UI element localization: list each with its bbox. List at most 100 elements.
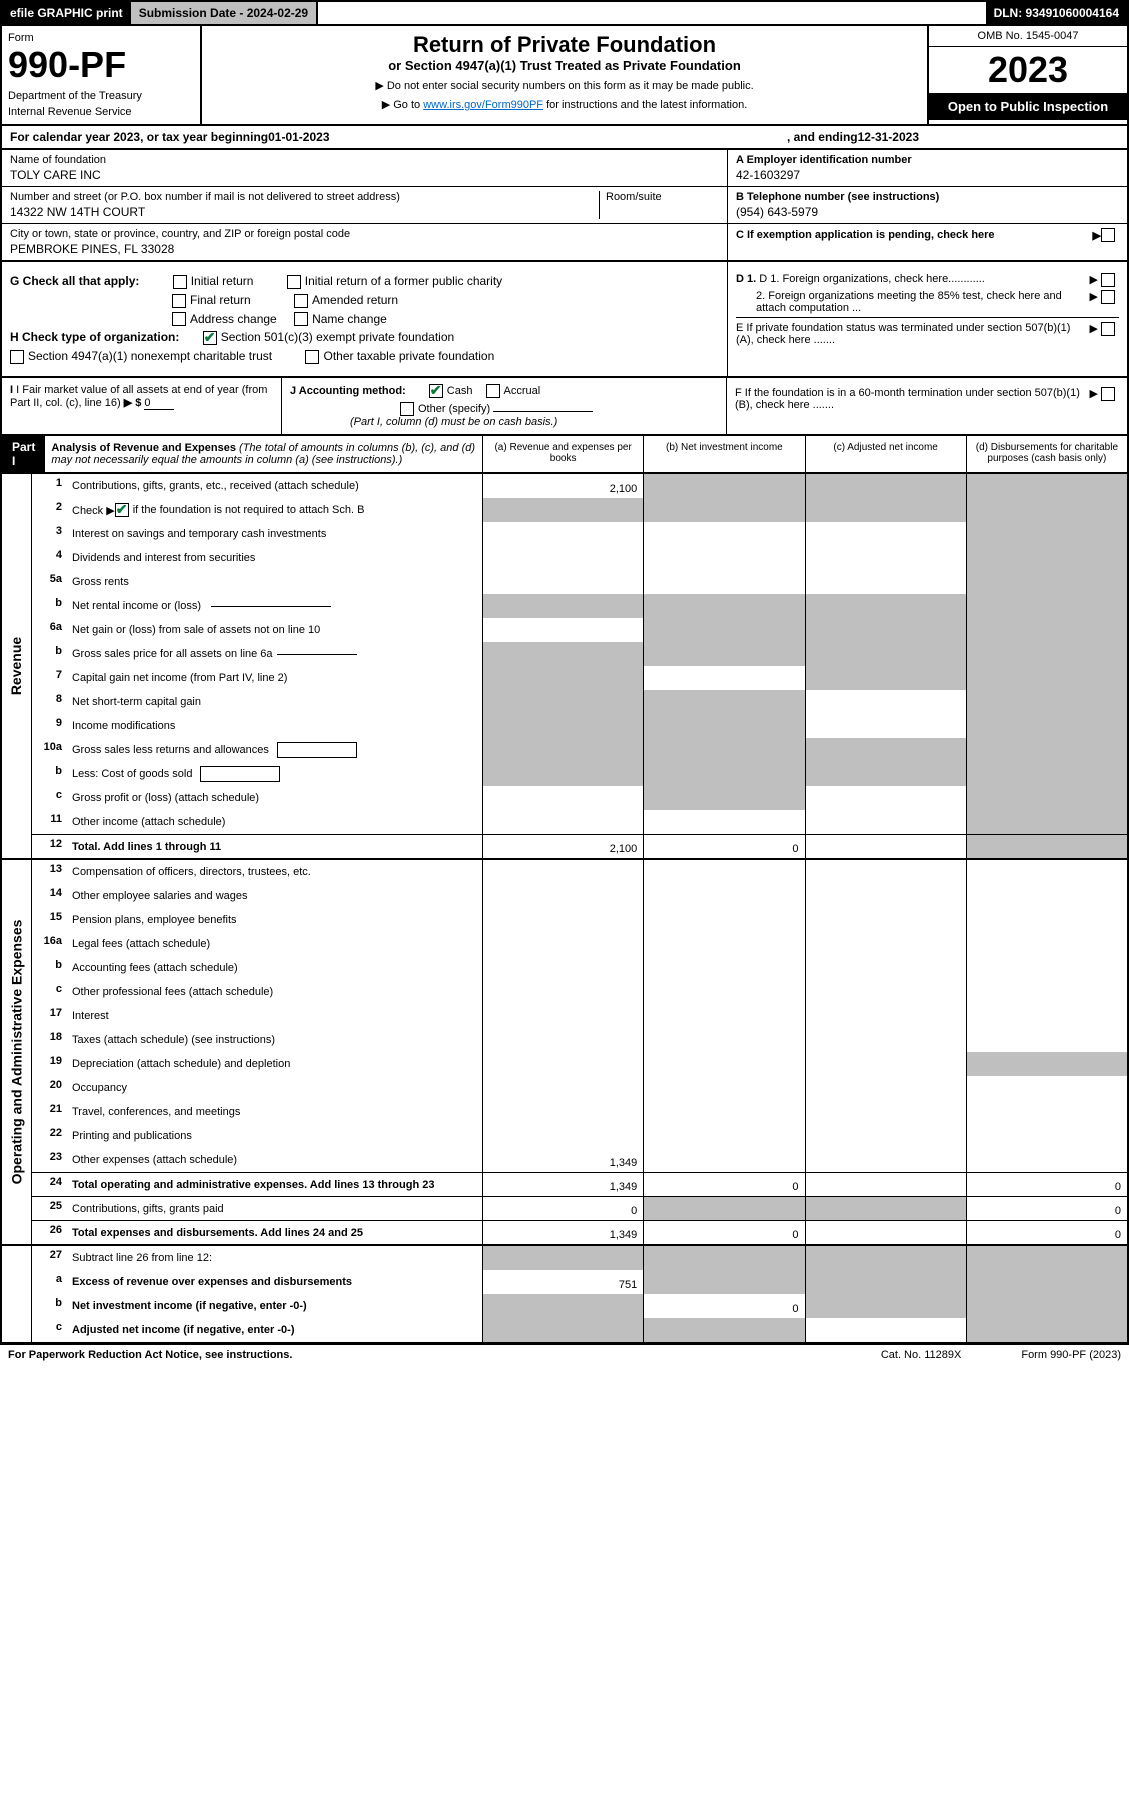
h-line2: Section 4947(a)(1) nonexempt charitable …: [10, 349, 719, 364]
page-footer: For Paperwork Reduction Act Notice, see …: [0, 1344, 1129, 1365]
row-24: 24Total operating and administrative exp…: [32, 1172, 1127, 1196]
g-final: Final return: [190, 293, 251, 307]
d2: 2. Foreign organizations meeting the 85%…: [736, 290, 1081, 314]
row-18: 18Taxes (attach schedule) (see instructi…: [32, 1028, 1127, 1052]
g-line3: Address change Name change: [172, 312, 719, 327]
e: E If private foundation status was termi…: [736, 322, 1081, 346]
sch-b-checkbox[interactable]: [115, 503, 129, 517]
part1-title: Analysis of Revenue and Expenses: [51, 442, 236, 454]
expenses-rows: 13Compensation of officers, directors, t…: [32, 860, 1127, 1244]
address-row: Number and street (or P.O. box number if…: [2, 187, 727, 224]
row-5b: bNet rental income or (loss): [32, 594, 1127, 618]
g-name-checkbox[interactable]: [294, 312, 308, 326]
form-link[interactable]: www.irs.gov/Form990PF: [423, 99, 543, 111]
d2-line: 2. Foreign organizations meeting the 85%…: [736, 290, 1119, 314]
city-row: City or town, state or province, country…: [2, 224, 727, 260]
row-20: 20Occupancy: [32, 1076, 1127, 1100]
row-5a: 5aGross rents: [32, 570, 1127, 594]
row-13: 13Compensation of officers, directors, t…: [32, 860, 1127, 884]
g-initial-checkbox[interactable]: [173, 275, 187, 289]
row-17: 17Interest: [32, 1004, 1127, 1028]
cal-year-end: 12-31-2023: [858, 130, 919, 144]
check-section: G Check all that apply: Initial return I…: [0, 262, 1129, 378]
g-initial: Initial return: [191, 274, 254, 288]
header-left: Form 990-PF Department of the Treasury I…: [2, 26, 202, 124]
e-line: E If private foundation status was termi…: [736, 317, 1119, 346]
j-label: J Accounting method:: [290, 385, 406, 397]
h-other: Other taxable private foundation: [323, 349, 494, 363]
h-4947-checkbox[interactable]: [10, 350, 24, 364]
top-bar: efile GRAPHIC print Submission Date - 20…: [0, 0, 1129, 26]
ein-label: A Employer identification number: [736, 154, 1119, 166]
row-16a: 16aLegal fees (attach schedule): [32, 932, 1127, 956]
header-right: OMB No. 1545-0047 2023 Open to Public In…: [927, 26, 1127, 124]
d1-checkbox[interactable]: [1101, 273, 1115, 287]
revenue-label: Revenue: [9, 637, 25, 695]
g-amended-checkbox[interactable]: [294, 294, 308, 308]
submission-date: Submission Date - 2024-02-29: [131, 2, 318, 24]
d1: D 1. Foreign organizations, check here..…: [759, 273, 985, 285]
j-other: Other (specify): [418, 403, 490, 415]
entity-right: A Employer identification number 42-1603…: [727, 150, 1127, 260]
address-block: Number and street (or P.O. box number if…: [10, 191, 599, 219]
j-note: (Part I, column (d) must be on cash basi…: [350, 416, 718, 428]
footer-left: For Paperwork Reduction Act Notice, see …: [8, 1349, 292, 1361]
j-cash-checkbox[interactable]: [429, 384, 443, 398]
row-22: 22Printing and publications: [32, 1124, 1127, 1148]
h-501c3: Section 501(c)(3) exempt private foundat…: [221, 330, 454, 344]
d1-line: D 1. D 1. Foreign organizations, check h…: [736, 273, 1119, 287]
city-label: City or town, state or province, country…: [10, 228, 719, 240]
g-address-checkbox[interactable]: [172, 312, 186, 326]
i-arrow: ▶ $: [124, 397, 142, 409]
d2-checkbox[interactable]: [1101, 290, 1115, 304]
address-label: Number and street (or P.O. box number if…: [10, 191, 599, 203]
part1-label-block: Part I Analysis of Revenue and Expenses …: [2, 436, 482, 472]
exemption-checkbox[interactable]: [1101, 228, 1115, 242]
row-27a: aExcess of revenue over expenses and dis…: [32, 1270, 1127, 1294]
cal-year-pre: For calendar year 2023, or tax year begi…: [10, 130, 268, 144]
g-final-checkbox[interactable]: [172, 294, 186, 308]
expenses-vert: Operating and Administrative Expenses: [2, 860, 32, 1244]
form-number: 990-PF: [8, 44, 194, 86]
col-d: (d) Disbursements for charitable purpose…: [966, 436, 1127, 472]
row-16b: bAccounting fees (attach schedule): [32, 956, 1127, 980]
h-501c3-checkbox[interactable]: [203, 331, 217, 345]
phone-label: B Telephone number (see instructions): [736, 191, 1119, 203]
row-14: 14Other employee salaries and wages: [32, 884, 1127, 908]
dept-irs: Internal Revenue Service: [8, 106, 194, 118]
j-cash: Cash: [447, 385, 473, 397]
e-checkbox[interactable]: [1101, 322, 1115, 336]
h-line: H Check type of organization: Section 50…: [10, 330, 719, 345]
exemption-label: C If exemption application is pending, c…: [736, 229, 1093, 241]
f-checkbox[interactable]: [1101, 387, 1115, 401]
expenses-label: Operating and Administrative Expenses: [9, 920, 25, 1185]
i-val: 0: [144, 397, 174, 410]
g-address: Address change: [190, 312, 277, 326]
footer-right: Form 990-PF (2023): [1021, 1349, 1121, 1361]
j-accrual-checkbox[interactable]: [486, 384, 500, 398]
j-other-checkbox[interactable]: [400, 402, 414, 416]
revenue-rows: 1Contributions, gifts, grants, etc., rec…: [32, 474, 1127, 858]
row-10c: cGross profit or (loss) (attach schedule…: [32, 786, 1127, 810]
g-label: G Check all that apply:: [10, 274, 139, 288]
h-other-checkbox[interactable]: [305, 350, 319, 364]
header-mid: Return of Private Foundation or Section …: [202, 26, 927, 124]
dept-treasury: Department of the Treasury: [8, 90, 194, 102]
j-other-val: [493, 411, 593, 412]
row-8: 8Net short-term capital gain: [32, 690, 1127, 714]
g-line2: Final return Amended return: [172, 293, 719, 308]
phone-row: B Telephone number (see instructions) (9…: [728, 187, 1127, 224]
acct-j: J Accounting method: Cash Accrual Other …: [282, 378, 727, 434]
dln: DLN: 93491060004164: [986, 2, 1127, 24]
phone: (954) 643-5979: [736, 205, 1119, 219]
address: 14322 NW 14TH COURT: [10, 205, 599, 219]
expenses-section: Operating and Administrative Expenses 13…: [0, 860, 1129, 1246]
revenue-section: Revenue 1Contributions, gifts, grants, e…: [0, 474, 1129, 860]
col-a: (a) Revenue and expenses per books: [482, 436, 643, 472]
tax-year: 2023: [929, 47, 1127, 93]
part1-header: Part I Analysis of Revenue and Expenses …: [0, 436, 1129, 474]
row-27b: bNet investment income (if negative, ent…: [32, 1294, 1127, 1318]
g-initial-former-checkbox[interactable]: [287, 275, 301, 289]
col-b: (b) Net investment income: [643, 436, 804, 472]
row-10a: 10aGross sales less returns and allowanc…: [32, 738, 1127, 762]
